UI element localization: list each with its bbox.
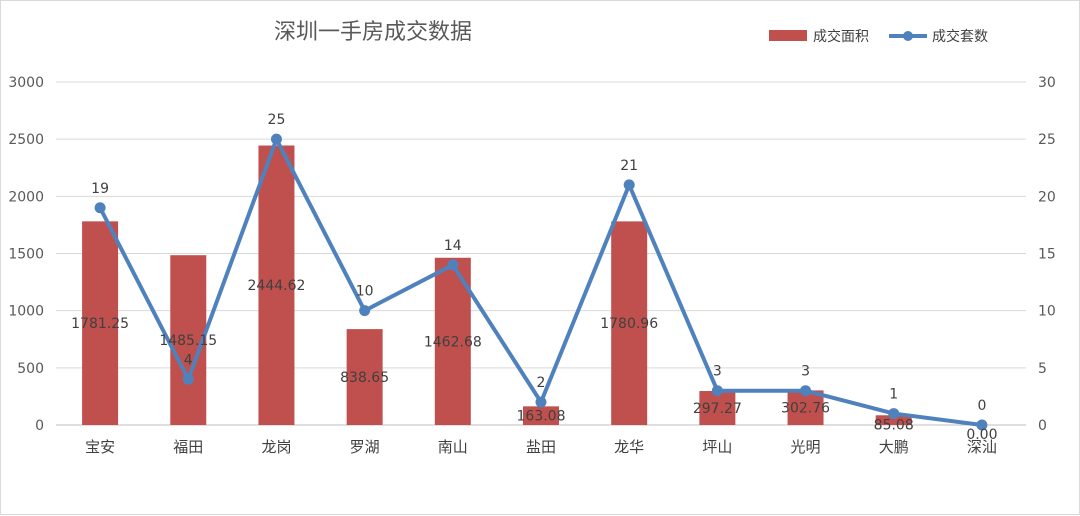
line-data-label: 19 [91,181,109,197]
line-data-label: 25 [268,112,286,128]
line-point [447,259,459,271]
x-category-label: 南山 [438,438,468,456]
y-right-tick-label: 25 [1038,132,1056,148]
legend-bar-label: 成交面积 [813,28,869,45]
bar-data-label: 297.27 [693,401,742,417]
y-right-tick-label: 30 [1038,75,1056,91]
line-point [182,373,194,385]
line-point [94,202,106,214]
bar [346,329,383,425]
line-point [359,305,371,317]
legend-line-marker [903,31,913,41]
bar-data-label: 1781.25 [71,316,129,332]
bar [170,255,207,425]
x-category-label: 罗湖 [350,438,380,456]
line-data-label: 2 [537,375,546,391]
bar-data-label: 1485.15 [159,333,217,349]
bar [699,391,736,425]
legend-bar-swatch [769,30,807,41]
y-right-tick-label: 10 [1038,304,1056,320]
bar-data-label: 838.65 [340,370,389,386]
bar-data-label: 1780.96 [600,316,658,332]
bar [523,406,559,425]
bar-data-label: 1462.68 [424,334,482,350]
y-left-tick-label: 0 [35,418,44,434]
grid-layer [56,81,1026,426]
bar [258,145,295,425]
line-data-label: 3 [801,364,810,380]
bar [611,221,648,425]
line-point [623,179,635,191]
chart-title: 深圳一手房成交数据 [274,20,472,45]
x-category-label: 盐田 [526,438,556,456]
y-right-tick-label: 0 [1038,418,1047,434]
bar [875,415,912,425]
line-layer [94,133,988,431]
y-left-tick-label: 1500 [8,247,44,263]
bar-data-label: 302.76 [781,401,830,417]
line-point [800,385,812,397]
x-category-label: 光明 [791,438,821,456]
legend: 成交面积 成交套数 [769,28,988,45]
bar-layer [82,145,912,425]
y-right-tick-label: 20 [1038,189,1056,205]
line-data-label: 0 [977,398,986,414]
x-category-label: 龙华 [614,438,644,456]
x-category-label: 龙岗 [261,438,291,456]
y-left-tick-label: 2000 [8,189,44,205]
line-data-label: 14 [444,238,462,254]
line-point [976,419,988,431]
line-data-label: 1 [889,387,898,403]
x-category-label: 坪山 [702,438,732,456]
bar-data-label: 2444.62 [248,278,306,294]
bar-data-label: 0.00 [966,427,997,443]
y-left-tick-label: 500 [17,361,44,377]
line-point [270,133,282,145]
line-data-label: 10 [356,284,374,300]
label-layer: 1781.25 1485.15 2444.62 838.65 1462.68 163.08… [71,112,997,443]
x-category-label: 大鹏 [879,438,909,456]
line-point [711,385,723,397]
line-data-label: 3 [713,364,722,380]
bar-data-label: 163.08 [517,408,566,424]
legend-line-label: 成交套数 [932,28,988,45]
y-left-tick-label: 3000 [8,75,44,91]
line-point [888,408,900,420]
y-left-tick-label: 2500 [8,132,44,148]
x-category-label: 深汕 [967,438,997,456]
x-category-label: 宝安 [85,438,115,456]
bar-data-label: 85.08 [874,417,914,433]
line-point [535,396,547,408]
bar [82,221,119,425]
y-left-tick-label: 1000 [8,304,44,320]
x-category-label: 福田 [173,438,203,456]
line-data-label: 4 [184,352,193,368]
line-data-label: 21 [620,158,638,174]
y-right-tick-label: 15 [1038,247,1056,263]
y-right-tick-label: 5 [1038,361,1047,377]
